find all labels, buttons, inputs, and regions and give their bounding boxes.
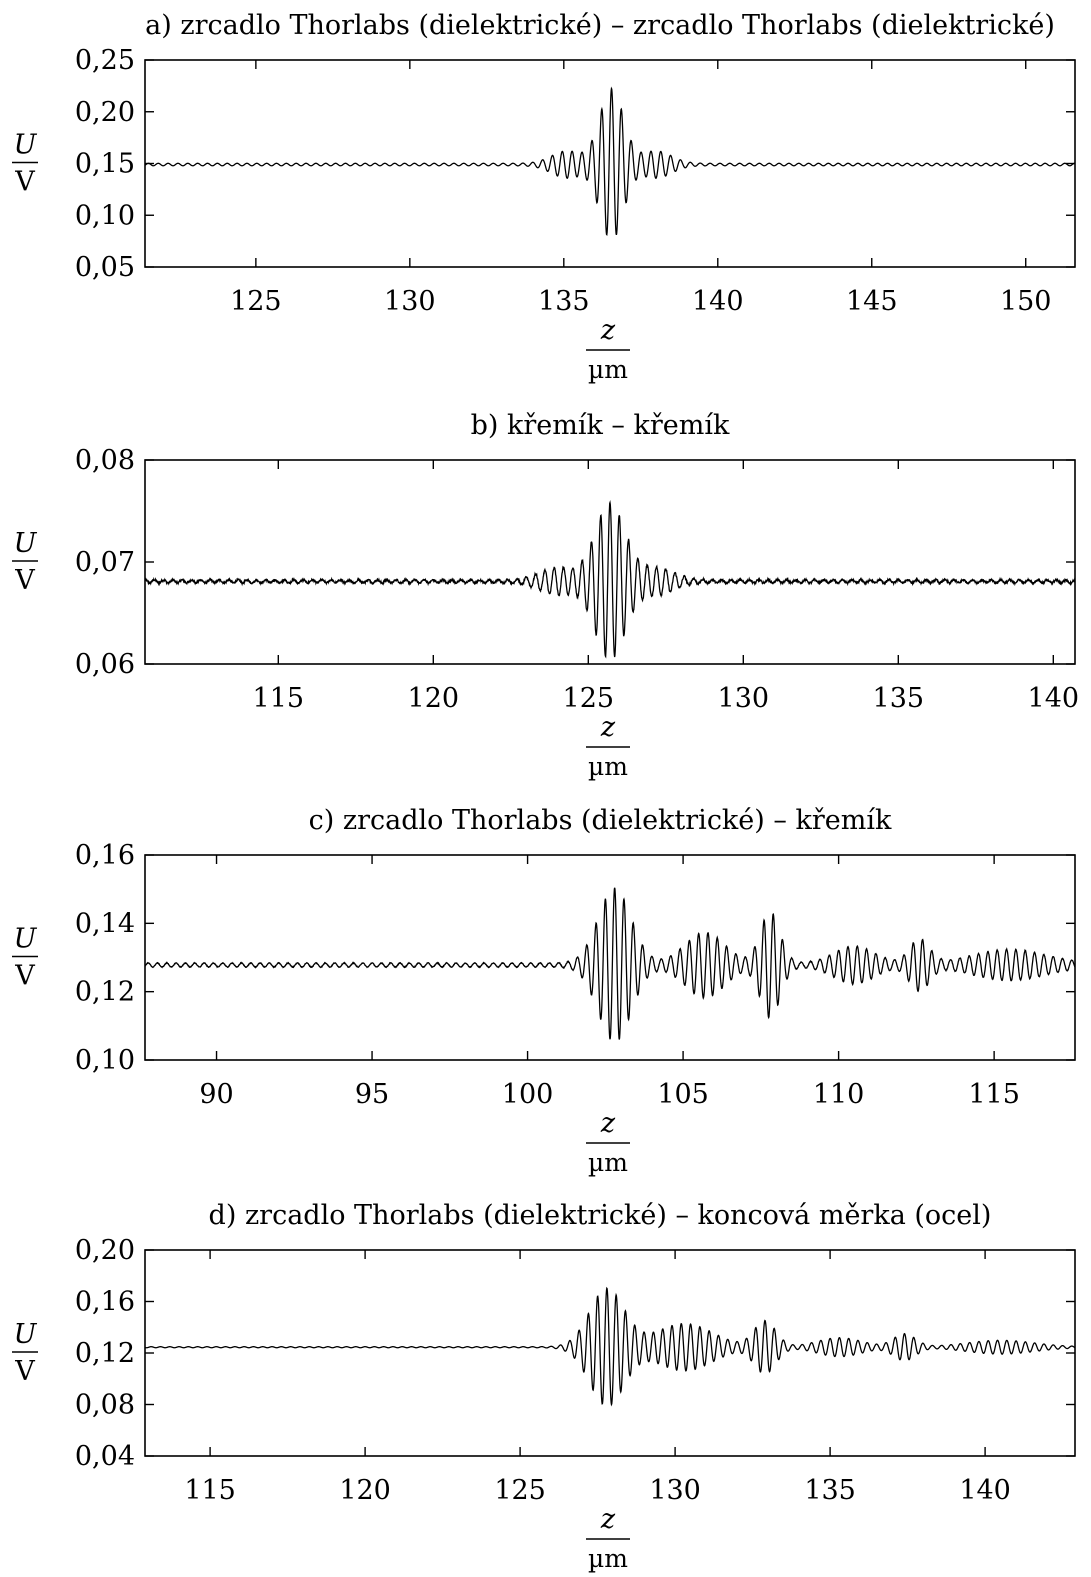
series-line [145, 86, 1075, 237]
y-tick-label: 0,08 [75, 445, 135, 476]
y-tick-label: 0,05 [75, 252, 135, 283]
panel-title: a) zrcadlo Thorlabs (dielektrické) – zrc… [145, 10, 1055, 41]
x-tick-label: 125 [494, 1475, 546, 1506]
y-tick-label: 0,04 [75, 1441, 135, 1472]
panel-a: a) zrcadlo Thorlabs (dielektrické) – zrc… [12, 10, 1076, 384]
x-tick-label: 130 [649, 1475, 701, 1506]
y-axis-label-symbol: U [14, 924, 38, 955]
x-axis-label-symbol: z [600, 712, 616, 743]
y-tick-label: 0,15 [75, 149, 135, 180]
x-tick-label: 115 [968, 1079, 1020, 1110]
x-tick-label: 130 [384, 286, 436, 317]
x-tick-label: 140 [959, 1475, 1011, 1506]
panel-c: c) zrcadlo Thorlabs (dielektrické) – kře… [12, 805, 1076, 1177]
panel-title: b) křemík – křemík [471, 410, 730, 441]
x-axis-label-unit: µm [588, 1148, 628, 1177]
x-tick-label: 90 [199, 1079, 233, 1110]
x-tick-label: 135 [804, 1475, 856, 1506]
y-tick-label: 0,20 [75, 1235, 135, 1266]
x-tick-label: 115 [184, 1475, 236, 1506]
panel-title: c) zrcadlo Thorlabs (dielektrické) – kře… [309, 805, 892, 836]
panel-b: b) křemík – křemík 115 120 125 130 135 140 0,06… [12, 410, 1079, 781]
y-axis-label-symbol: U [14, 130, 38, 161]
x-tick-label: 130 [718, 683, 770, 714]
x-tick-label: 140 [1028, 683, 1080, 714]
y-tick-label: 0,16 [75, 840, 135, 871]
y-tick-label: 0,25 [75, 45, 135, 76]
y-axis-label-unit: V [14, 565, 35, 596]
x-tick-label: 125 [563, 683, 615, 714]
x-tick-label: 150 [1000, 286, 1052, 317]
y-tick-label: 0,14 [75, 908, 135, 939]
x-tick-label: 115 [253, 683, 305, 714]
x-tick-label: 120 [408, 683, 460, 714]
x-axis-label-unit: µm [588, 1544, 628, 1573]
plot-frame [144, 459, 1076, 665]
y-tick-label: 0,12 [75, 1338, 135, 1369]
y-axis-label-unit: V [14, 1356, 35, 1387]
y-axis-label-unit: V [14, 167, 35, 198]
x-axis-label-unit: µm [588, 355, 628, 384]
x-axis-label-symbol: z [600, 315, 616, 346]
x-tick-label: 145 [846, 286, 898, 317]
x-tick-label: 95 [355, 1079, 389, 1110]
plot-frame [144, 854, 1076, 1061]
y-tick-label: 0,20 [75, 97, 135, 128]
x-axis-label-symbol: z [600, 1108, 616, 1139]
x-tick-label: 105 [657, 1079, 709, 1110]
x-tick-label: 120 [339, 1475, 391, 1506]
x-tick-label: 135 [538, 286, 590, 317]
y-tick-label: 0,16 [75, 1287, 135, 1318]
y-axis-label-symbol: U [14, 528, 38, 559]
y-tick-label: 0,10 [75, 200, 135, 231]
y-tick-label: 0,10 [75, 1045, 135, 1076]
x-tick-label: 140 [692, 286, 744, 317]
x-tick-label: 125 [230, 286, 282, 317]
y-tick-label: 0,06 [75, 649, 135, 680]
y-axis-label-symbol: U [14, 1319, 38, 1350]
x-axis-label-unit: µm [588, 752, 628, 781]
panel-d: d) zrcadlo Thorlabs (dielektrické) – kon… [12, 1200, 1076, 1573]
x-tick-label: 100 [502, 1079, 554, 1110]
panel-title: d) zrcadlo Thorlabs (dielektrické) – kon… [209, 1200, 992, 1231]
y-axis-label-unit: V [14, 961, 35, 992]
series-line [145, 1286, 1075, 1407]
y-tick-label: 0,08 [75, 1390, 135, 1421]
series-line [145, 887, 1075, 1040]
y-tick-label: 0,12 [75, 977, 135, 1008]
x-tick-label: 110 [813, 1079, 865, 1110]
y-tick-label: 0,07 [75, 547, 135, 578]
series-line [145, 500, 1075, 659]
x-axis-label-symbol: z [600, 1504, 616, 1535]
x-tick-label: 135 [873, 683, 925, 714]
